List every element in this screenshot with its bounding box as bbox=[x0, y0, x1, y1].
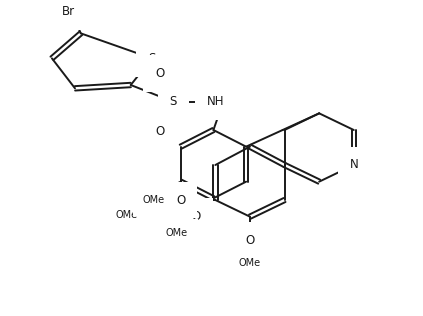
Text: O: O bbox=[155, 67, 164, 80]
Text: OMe: OMe bbox=[143, 195, 165, 205]
Text: N: N bbox=[349, 159, 358, 172]
Text: OMe: OMe bbox=[239, 258, 261, 268]
Text: Br: Br bbox=[61, 5, 74, 18]
Text: O: O bbox=[192, 210, 201, 223]
Text: O: O bbox=[176, 193, 185, 206]
Text: S: S bbox=[148, 52, 156, 65]
Text: OMe: OMe bbox=[166, 228, 188, 238]
Text: OMe: OMe bbox=[116, 210, 138, 220]
Text: O: O bbox=[245, 234, 255, 246]
Text: O: O bbox=[143, 192, 153, 205]
Text: NH: NH bbox=[206, 95, 224, 108]
Text: S: S bbox=[169, 95, 177, 108]
Text: O: O bbox=[155, 125, 164, 138]
